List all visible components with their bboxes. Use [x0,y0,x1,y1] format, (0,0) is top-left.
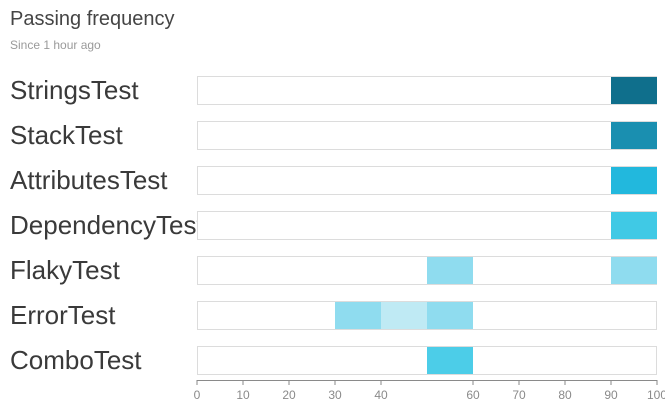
x-tick-label-100: 100 [647,388,665,402]
row-track-dependencytest [197,211,657,240]
bar-segment-dependencytest-90-100[interactable] [611,212,657,239]
bar-segment-stacktest-90-100[interactable] [611,122,657,149]
bar-segment-stringstest-90-100[interactable] [611,77,657,104]
bar-segment-flakytest-90-100[interactable] [611,257,657,284]
chart-title: Passing frequency [10,8,175,30]
bar-segment-flakytest-50-60[interactable] [427,257,473,284]
row-label-dependencytest: DependencyTest [10,210,204,240]
x-tick-label-70: 70 [512,388,526,402]
row-label-stringstest: StringsTest [10,75,139,105]
bar-segment-errortest-50-60[interactable] [427,302,473,329]
bar-segment-combotest-50-60[interactable] [427,347,473,374]
x-tick-label-20: 20 [282,388,296,402]
x-tick-label-30: 30 [328,388,342,402]
row-label-stacktest: StackTest [10,120,123,150]
x-tick-label-0: 0 [194,388,201,402]
bar-segment-attributestest-90-100[interactable] [611,167,657,194]
x-tick-label-60: 60 [466,388,480,402]
x-tick-label-80: 80 [558,388,572,402]
row-track-attributestest [197,166,657,195]
row-label-combotest: ComboTest [10,345,142,375]
row-track-stacktest [197,121,657,150]
x-tick-label-40: 40 [374,388,388,402]
row-label-flakytest: FlakyTest [10,255,121,285]
row-label-attributestest: AttributesTest [10,165,168,195]
x-tick-label-10: 10 [236,388,250,402]
bar-segment-errortest-30-40[interactable] [335,302,381,329]
chart-subtitle: Since 1 hour ago [10,38,101,52]
row-track-stringstest [197,76,657,105]
x-tick-label-90: 90 [604,388,618,402]
row-label-errortest: ErrorTest [10,300,116,330]
bar-segment-errortest-40-50[interactable] [381,302,427,329]
